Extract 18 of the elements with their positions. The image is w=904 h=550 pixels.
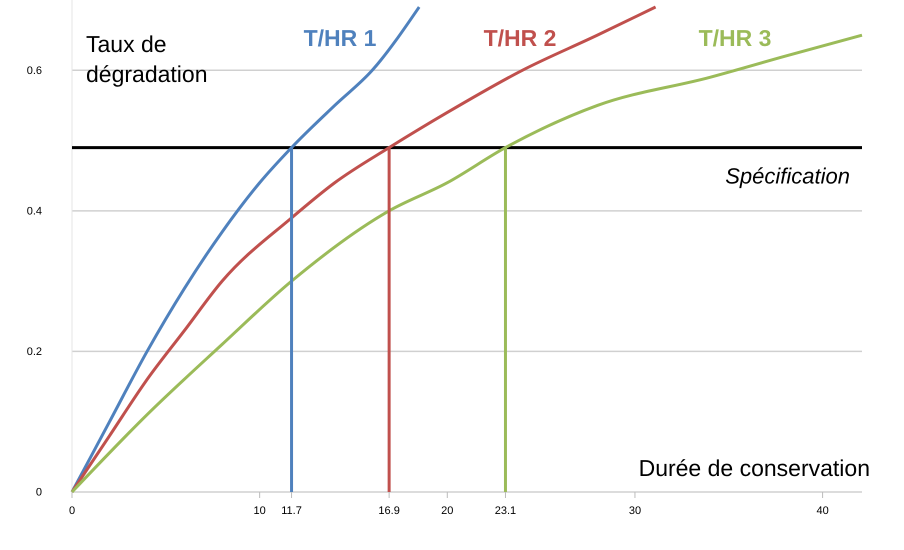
x-tick-label: 11.7 bbox=[281, 505, 302, 518]
x-tick-label: 30 bbox=[628, 505, 642, 518]
x-tick-label: 40 bbox=[816, 505, 829, 518]
y-tick-label: 0 bbox=[36, 486, 42, 499]
y-tick-label: 0.6 bbox=[26, 64, 42, 77]
y-tick-label: 0.2 bbox=[26, 346, 42, 358]
y-tick-label: 0.4 bbox=[26, 205, 42, 218]
x-tick-label: 16.9 bbox=[378, 505, 400, 518]
x-tick-label: 20 bbox=[441, 505, 454, 518]
x-tick-label: 0 bbox=[68, 505, 76, 518]
series-label: T/HR 3 bbox=[698, 25, 772, 51]
x-tick-label: 10 bbox=[254, 505, 266, 518]
ref-line-label: Spécification bbox=[725, 164, 850, 189]
series-label: T/HR 2 bbox=[484, 25, 556, 51]
x-tick-label: 23.1 bbox=[494, 505, 516, 518]
x-axis-title: Durée de conservation bbox=[638, 455, 870, 481]
y-axis-title: Taux de dégradation bbox=[86, 31, 208, 87]
series-label: T/HR 1 bbox=[304, 25, 377, 51]
